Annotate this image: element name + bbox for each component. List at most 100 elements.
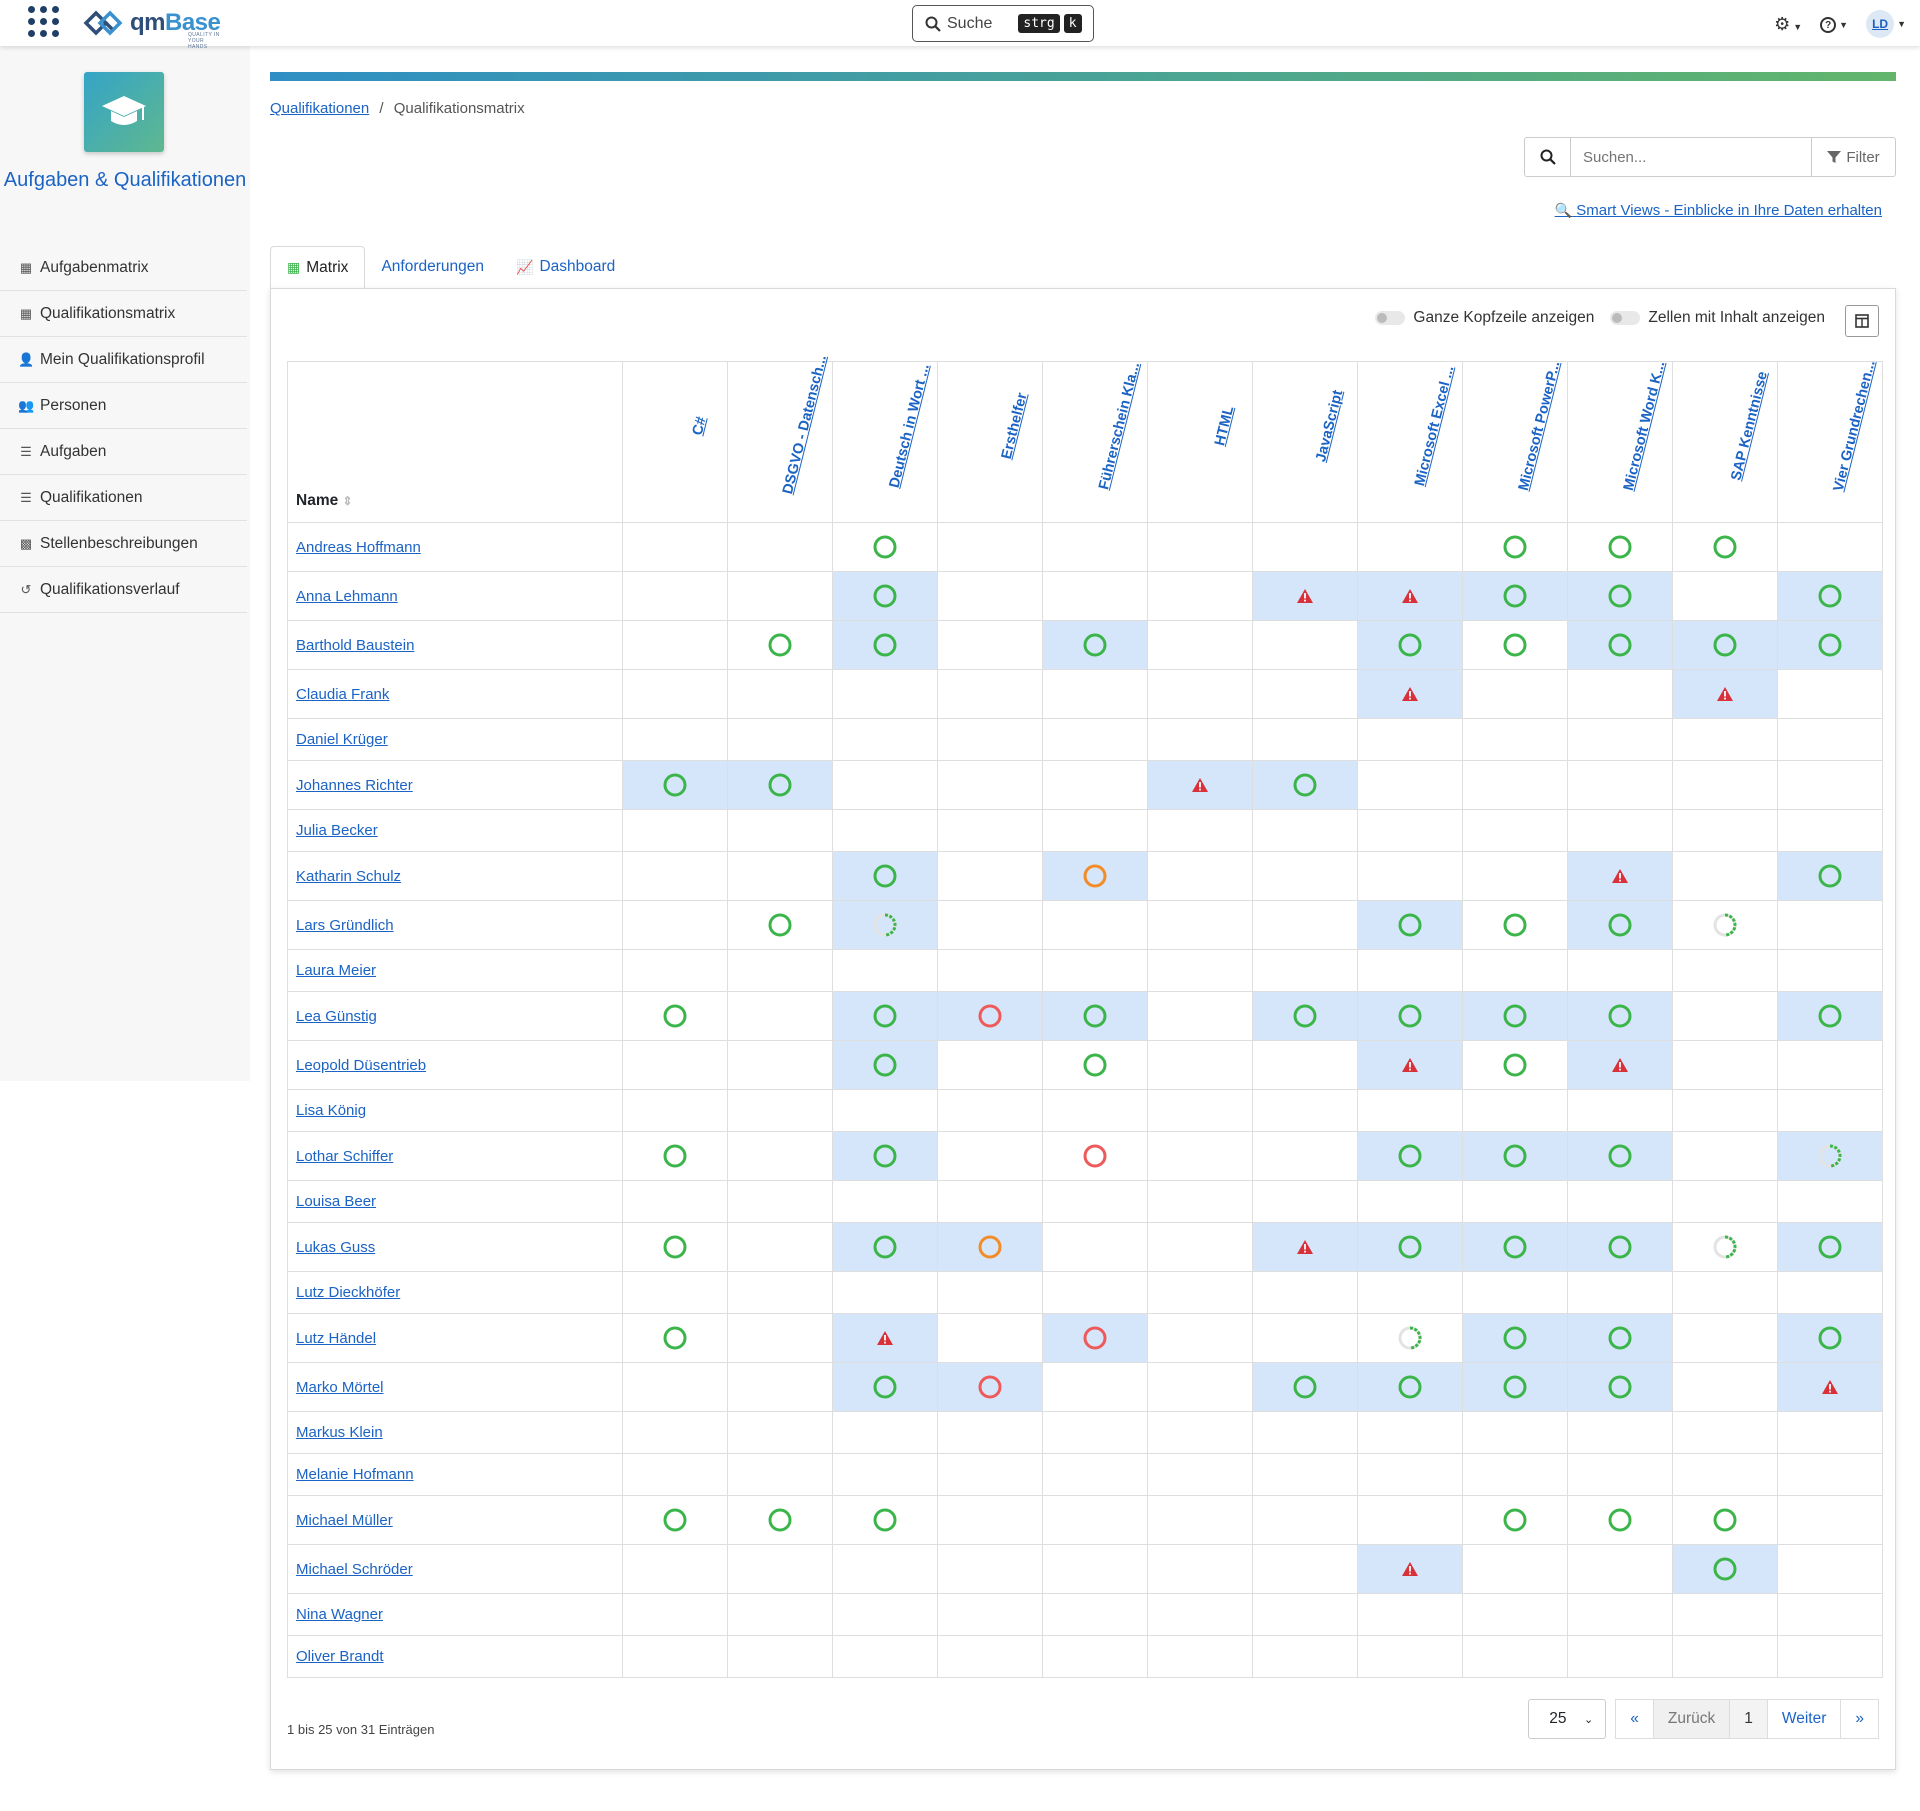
matrix-cell[interactable] <box>1357 1495 1463 1545</box>
matrix-cell[interactable] <box>727 1089 833 1132</box>
fulfilled-circle-icon[interactable] <box>1082 632 1108 658</box>
person-link[interactable]: Louisa Beer <box>296 1193 377 1210</box>
matrix-cell[interactable] <box>727 1271 833 1314</box>
matrix-cell[interactable] <box>622 1089 728 1132</box>
last-page-button[interactable]: » <box>1840 1699 1879 1739</box>
matrix-cell[interactable] <box>937 1040 1043 1090</box>
warning-icon[interactable] <box>1401 1561 1419 1577</box>
matrix-cell[interactable] <box>1042 718 1148 761</box>
matrix-cell[interactable] <box>727 949 833 992</box>
matrix-cell[interactable] <box>1462 949 1568 992</box>
fulfilled-circle-icon[interactable] <box>767 632 793 658</box>
matrix-cell[interactable] <box>1252 1495 1358 1545</box>
matrix-cell[interactable] <box>1357 949 1463 992</box>
matrix-cell[interactable] <box>832 991 938 1041</box>
matrix-cell[interactable] <box>1672 1411 1778 1454</box>
matrix-cell[interactable] <box>832 522 938 572</box>
qualification-link[interactable]: JavaScript <box>1313 388 1347 464</box>
matrix-cell[interactable] <box>1252 669 1358 719</box>
matrix-cell[interactable] <box>1252 1453 1358 1496</box>
matrix-cell[interactable] <box>1672 1089 1778 1132</box>
matrix-cell[interactable] <box>1357 1222 1463 1272</box>
matrix-cell[interactable] <box>1567 1089 1673 1132</box>
matrix-cell[interactable] <box>1147 1362 1253 1412</box>
matrix-cell[interactable] <box>832 1313 938 1363</box>
fulfilled-circle-icon[interactable] <box>1607 583 1633 609</box>
matrix-cell[interactable] <box>1357 1271 1463 1314</box>
qmbase-logo[interactable]: qmBase QUALITY IN YOUR HANDS <box>82 8 221 50</box>
matrix-cell[interactable] <box>1672 1271 1778 1314</box>
matrix-cell[interactable] <box>1462 900 1568 950</box>
matrix-cell[interactable] <box>1567 1131 1673 1181</box>
matrix-cell[interactable] <box>1672 1313 1778 1363</box>
matrix-cell[interactable] <box>727 1411 833 1454</box>
matrix-cell[interactable] <box>727 669 833 719</box>
matrix-cell[interactable] <box>1777 1040 1883 1090</box>
matrix-cell[interactable] <box>1672 1635 1778 1678</box>
qualification-link[interactable]: Microsoft Word K... <box>1620 359 1669 493</box>
matrix-cell[interactable] <box>1672 1593 1778 1636</box>
person-link[interactable]: Lisa König <box>296 1102 367 1119</box>
matrix-cell[interactable] <box>937 949 1043 992</box>
matrix-cell[interactable] <box>1147 851 1253 901</box>
person-link[interactable]: Anna Lehmann <box>296 587 398 605</box>
matrix-cell[interactable] <box>622 669 728 719</box>
matrix-cell[interactable] <box>622 1040 728 1090</box>
person-link[interactable]: Barthold Baustein <box>296 636 415 654</box>
tab-dashboard[interactable]: 📈 Dashboard <box>500 246 631 288</box>
matrix-cell[interactable] <box>1462 1411 1568 1454</box>
matrix-cell[interactable] <box>1672 1544 1778 1594</box>
matrix-cell[interactable] <box>1252 1593 1358 1636</box>
person-link[interactable]: Lothar Schiffer <box>296 1147 394 1165</box>
fulfilled-circle-icon[interactable] <box>662 1234 688 1260</box>
matrix-cell[interactable] <box>1462 1040 1568 1090</box>
matrix-cell[interactable] <box>1462 1131 1568 1181</box>
matrix-cell[interactable] <box>1462 1089 1568 1132</box>
in-progress-circle-icon[interactable] <box>1397 1325 1423 1351</box>
matrix-cell[interactable] <box>727 851 833 901</box>
matrix-cell[interactable] <box>727 620 833 670</box>
matrix-cell[interactable] <box>727 900 833 950</box>
matrix-cell[interactable] <box>1357 522 1463 572</box>
app-launcher-icon[interactable] <box>28 6 62 40</box>
matrix-cell[interactable] <box>937 1453 1043 1496</box>
matrix-cell[interactable] <box>622 522 728 572</box>
matrix-cell[interactable] <box>1252 991 1358 1041</box>
fulfilled-circle-icon[interactable] <box>767 1507 793 1533</box>
matrix-cell[interactable] <box>727 991 833 1041</box>
fulfilled-circle-icon[interactable] <box>1502 1507 1528 1533</box>
matrix-cell[interactable] <box>1042 809 1148 852</box>
fulfilled-circle-icon[interactable] <box>1502 583 1528 609</box>
matrix-cell[interactable] <box>832 1040 938 1090</box>
matrix-cell[interactable] <box>1042 522 1148 572</box>
fulfilled-circle-icon[interactable] <box>1082 1003 1108 1029</box>
matrix-cell[interactable] <box>832 1453 938 1496</box>
prev-page-button[interactable]: Zurück <box>1652 1699 1731 1739</box>
matrix-cell[interactable] <box>1042 991 1148 1041</box>
matrix-cell[interactable] <box>1042 1222 1148 1272</box>
matrix-cell[interactable] <box>1672 809 1778 852</box>
matrix-cell[interactable] <box>1777 809 1883 852</box>
matrix-cell[interactable] <box>1567 1453 1673 1496</box>
matrix-cell[interactable] <box>1567 1222 1673 1272</box>
matrix-cell[interactable] <box>1042 571 1148 621</box>
matrix-cell[interactable] <box>1147 949 1253 992</box>
matrix-cell[interactable] <box>622 1180 728 1223</box>
matrix-cell[interactable] <box>622 1222 728 1272</box>
matrix-cell[interactable] <box>937 809 1043 852</box>
qualification-link[interactable]: Microsoft Excel ... <box>1412 364 1458 488</box>
matrix-cell[interactable] <box>1777 851 1883 901</box>
qualification-link[interactable]: HTML <box>1212 404 1238 448</box>
sidebar-item-personen[interactable]: 👥 Personen <box>0 383 247 429</box>
matrix-cell[interactable] <box>1147 900 1253 950</box>
matrix-cell[interactable] <box>1777 718 1883 761</box>
in-progress-circle-icon[interactable] <box>1817 1143 1843 1169</box>
matrix-cell[interactable] <box>1147 1131 1253 1181</box>
not-fulfilled-circle-icon[interactable] <box>977 1374 1003 1400</box>
matrix-cell[interactable] <box>1672 1453 1778 1496</box>
matrix-cell[interactable] <box>1672 522 1778 572</box>
fulfilled-circle-icon[interactable] <box>1817 632 1843 658</box>
fulfilled-circle-icon[interactable] <box>1817 1234 1843 1260</box>
matrix-cell[interactable] <box>832 949 938 992</box>
matrix-cell[interactable] <box>1462 669 1568 719</box>
